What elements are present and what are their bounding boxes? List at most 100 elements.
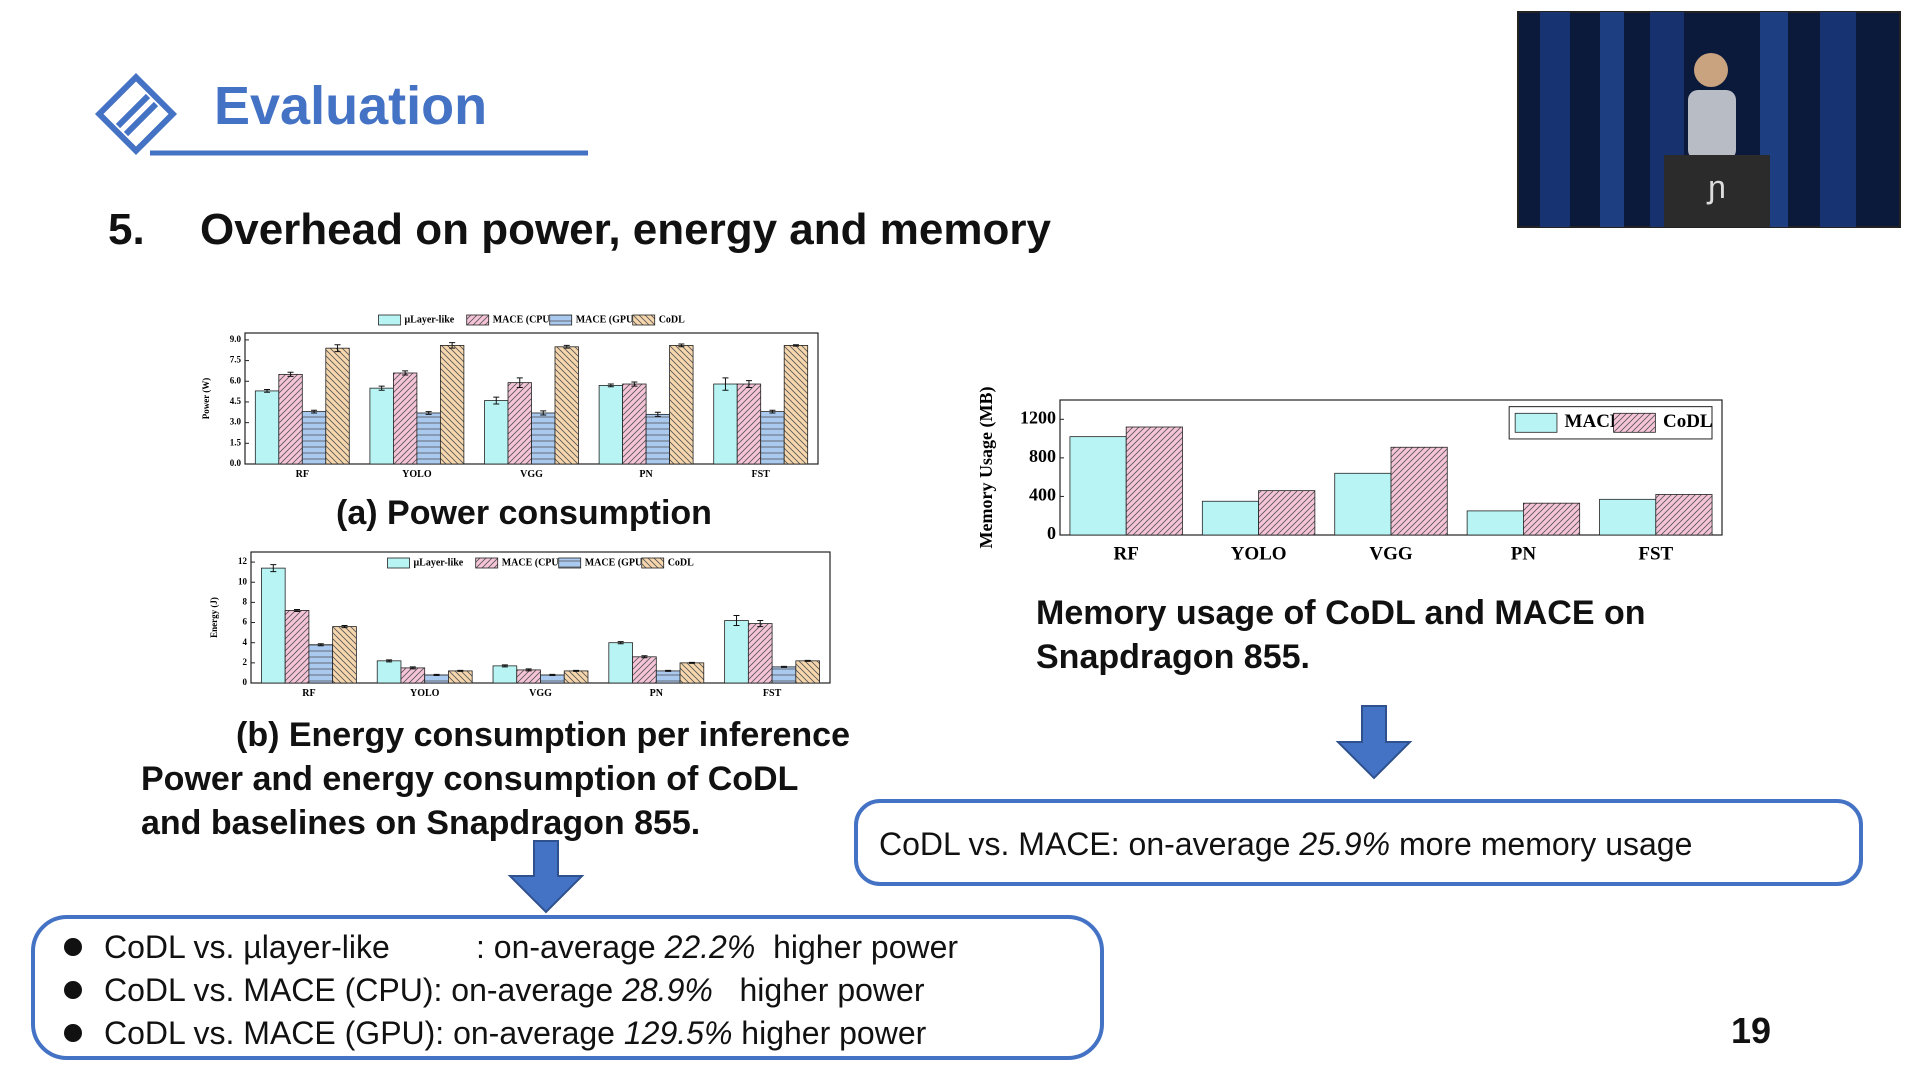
summary-text: more memory usage [1390, 826, 1692, 862]
x-tick-label: VGG [1369, 543, 1413, 564]
summary-name: CoDL vs. MACE (GPU) [104, 1015, 435, 1051]
error-bar [792, 344, 799, 347]
bar [325, 347, 350, 465]
error-bar [287, 371, 294, 377]
x-tick-label: VGG [529, 688, 552, 699]
bar [622, 383, 647, 465]
y-axis-label: Power (W) [201, 378, 211, 420]
error-bar [425, 411, 432, 415]
y-tick-label: 800 [1029, 446, 1056, 466]
power-energy-caption: Power and energy consumption of CoDL [141, 760, 798, 798]
legend-label: μLayer-like [405, 314, 455, 325]
bar [284, 610, 310, 684]
error-bar [654, 411, 661, 417]
bar [669, 345, 694, 465]
y-tick-label: 2 [243, 657, 248, 667]
bar [531, 412, 556, 465]
arrow-down [507, 840, 585, 914]
bar [332, 626, 357, 684]
arrow-down [1335, 705, 1413, 780]
summary-name: CoDL vs. MACE (CPU) [104, 972, 434, 1008]
error-bar [780, 665, 787, 668]
x-tick-label: RF [1114, 543, 1139, 564]
bar [655, 670, 681, 684]
bar [679, 662, 705, 684]
bar [424, 674, 449, 684]
legend-label: μLayer-like [414, 557, 464, 568]
bar [1125, 426, 1183, 536]
y-tick-label: 0 [243, 677, 248, 687]
bar [1258, 490, 1316, 536]
error-bar [386, 659, 393, 663]
error-bar [688, 661, 695, 664]
speaker-video: ɲ [1517, 11, 1901, 228]
bar [400, 667, 426, 684]
bar [1201, 500, 1259, 536]
legend-swatch [549, 314, 573, 326]
y-tick-label: 3.0 [230, 417, 242, 427]
summary-value: 22.2% [664, 929, 756, 965]
error-bar [264, 389, 271, 393]
summary-text: CoDL vs. MACE: on-average [879, 826, 1299, 862]
error-bar [733, 614, 740, 627]
y-tick-label: 8 [243, 596, 248, 606]
bar [416, 412, 441, 465]
legend-swatch [387, 557, 410, 569]
y-tick-label: 1.5 [230, 437, 242, 447]
bar [278, 373, 303, 465]
bar [632, 656, 657, 684]
y-tick-label: 4.5 [230, 396, 242, 406]
power-summary: CoDL vs. µlayer-like: on-average 22.2% h… [64, 929, 958, 1051]
error-bar [641, 655, 648, 659]
legend-swatch [632, 314, 656, 326]
bar [308, 644, 334, 684]
bar [795, 660, 820, 684]
title-icon [94, 72, 178, 156]
error-bar [516, 377, 523, 388]
error-bar [493, 396, 500, 405]
bar [1523, 502, 1581, 536]
bar [376, 660, 402, 684]
error-bar [501, 664, 508, 668]
charts: 0.0 1.5 3.0 4.5 6.0 7.5 9.0 Power (W) RF YOLO VGG P… [201, 314, 1723, 699]
error-bar [549, 673, 556, 676]
error-bar [409, 666, 416, 670]
error-bar [433, 673, 440, 676]
legend-swatch [641, 557, 665, 569]
bar [1390, 446, 1448, 536]
error-bar [311, 409, 318, 414]
bar [369, 387, 394, 465]
error-bar [678, 343, 685, 348]
x-tick-label: FST [752, 469, 771, 480]
legend-swatch [466, 314, 490, 326]
section-number: 5. [108, 205, 145, 254]
legend-swatch [378, 314, 401, 326]
y-tick-label: 7.5 [230, 355, 242, 365]
x-tick-label: PN [650, 688, 664, 699]
error-bar [457, 669, 464, 672]
summary-value: 25.9% [1298, 826, 1390, 862]
summary-text: : on-average [435, 1015, 624, 1051]
memory-caption: Snapdragon 855. [1036, 638, 1310, 676]
summary-name: CoDL vs. µlayer-like [104, 929, 390, 965]
bar [448, 670, 473, 684]
summary-line: CoDL vs. µlayer-like: on-average 22.2% h… [104, 929, 958, 965]
bar [301, 411, 327, 465]
y-tick-label: 12 [238, 556, 248, 566]
bar [484, 400, 509, 465]
bar [261, 567, 286, 684]
error-bar [804, 659, 811, 662]
bar [713, 383, 738, 465]
memory-summary: CoDL vs. MACE: on-average 25.9% more mem… [879, 826, 1692, 862]
x-tick-label: FST [1638, 543, 1673, 564]
bar [507, 382, 532, 465]
error-bar [745, 380, 752, 388]
summary-line: CoDL vs. MACE (CPU): on-average 28.9% hi… [104, 972, 925, 1008]
error-bar [757, 620, 764, 628]
bar [608, 642, 633, 684]
legend-label: MACE (GPU) [585, 557, 646, 568]
bar [1466, 510, 1524, 536]
bar [254, 390, 280, 465]
